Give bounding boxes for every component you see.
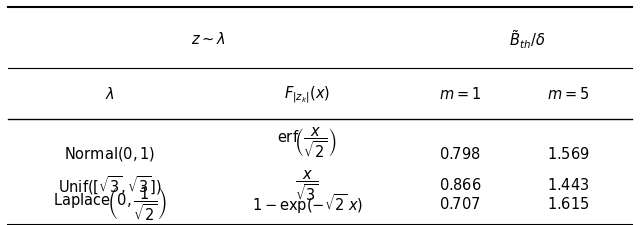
Text: $z \sim \lambda$: $z \sim \lambda$: [191, 31, 226, 47]
Text: $\mathrm{Normal}(0,1)$: $\mathrm{Normal}(0,1)$: [64, 144, 156, 162]
Text: $\tilde{B}_{th}/\delta$: $\tilde{B}_{th}/\delta$: [509, 28, 545, 50]
Text: $1-\exp(-\sqrt{2}\,x)$: $1-\exp(-\sqrt{2}\,x)$: [252, 191, 363, 215]
Text: $\dfrac{x}{\sqrt{3}}$: $\dfrac{x}{\sqrt{3}}$: [295, 167, 319, 202]
Text: $1.443$: $1.443$: [547, 177, 590, 192]
Text: $\mathrm{Unif}([\sqrt{3},\sqrt{3}])$: $\mathrm{Unif}([\sqrt{3},\sqrt{3}])$: [58, 173, 162, 196]
Text: $\lambda$: $\lambda$: [105, 86, 115, 102]
Text: $\mathrm{Laplace}\!\left(0,\dfrac{1}{\sqrt{2}}\right)$: $\mathrm{Laplace}\!\left(0,\dfrac{1}{\sq…: [53, 185, 166, 222]
Text: $0.798$: $0.798$: [439, 145, 481, 161]
Text: $m=5$: $m=5$: [547, 86, 589, 102]
Text: $F_{|z_k|}(x)$: $F_{|z_k|}(x)$: [284, 84, 330, 104]
Text: $1.615$: $1.615$: [547, 196, 590, 212]
Text: $0.866$: $0.866$: [439, 177, 481, 192]
Text: $\mathrm{erf}\!\left(\dfrac{x}{\sqrt{2}}\right)$: $\mathrm{erf}\!\left(\dfrac{x}{\sqrt{2}}…: [277, 125, 337, 160]
Text: $0.707$: $0.707$: [440, 196, 481, 212]
Text: $1.569$: $1.569$: [547, 145, 590, 161]
Text: $m=1$: $m=1$: [439, 86, 481, 102]
